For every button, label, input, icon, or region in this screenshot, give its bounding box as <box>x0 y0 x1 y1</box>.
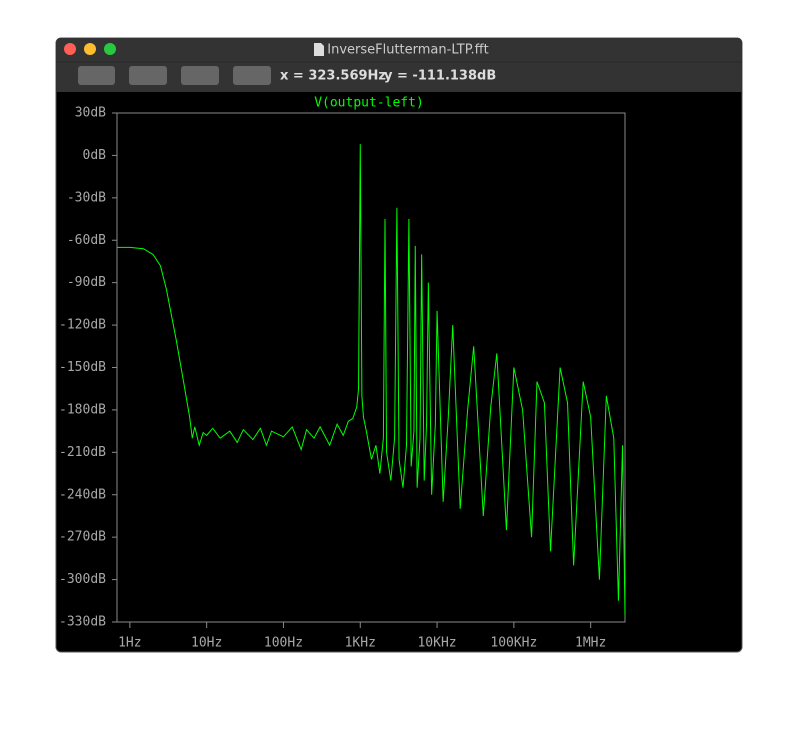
zoom-button[interactable] <box>104 43 116 55</box>
y-tick-label: -90dB <box>67 275 106 290</box>
y-tick-label: -60dB <box>67 233 106 248</box>
autorange-button[interactable] <box>129 66 167 85</box>
y-tick-label: 0dB <box>83 148 107 163</box>
y-tick-label: -120dB <box>59 318 106 333</box>
file-icon <box>314 43 324 56</box>
cursor-x-readout: x = 323.569Hz <box>280 69 386 84</box>
y-tick-label: -150dB <box>59 360 106 375</box>
x-tick-label: 1Hz <box>118 636 141 651</box>
y-tick-label: -330dB <box>59 615 106 630</box>
x-tick-label: 10KHz <box>417 636 456 651</box>
title-toolbar-bg <box>56 38 742 92</box>
x-tick-label: 100Hz <box>264 636 303 651</box>
x-tick-label: 100KHz <box>490 636 537 651</box>
y-tick-label: 30dB <box>75 106 106 121</box>
cursor-y-readout: y = -111.138dB <box>384 69 496 84</box>
trace-title: V(output-left) <box>314 96 424 111</box>
y-tick-label: -210dB <box>59 445 106 460</box>
x-tick-label: 1MHz <box>575 636 606 651</box>
fft-trace <box>117 144 626 615</box>
y-tick-label: -240dB <box>59 487 106 502</box>
x-tick-label: 1KHz <box>345 636 376 651</box>
x-tick-label: 10Hz <box>191 636 222 651</box>
window <box>55 37 743 653</box>
y-tick-label: -270dB <box>59 530 106 545</box>
y-tick-label: -180dB <box>59 402 106 417</box>
y-tick-label: -30dB <box>67 190 106 205</box>
pan-button[interactable] <box>181 66 219 85</box>
probe-button[interactable] <box>233 66 271 85</box>
window-title: InverseFlutterman-LTP.fft <box>327 43 488 58</box>
zoom-tool-button[interactable] <box>78 66 115 85</box>
minimize-button[interactable] <box>84 43 96 55</box>
y-tick-label: -300dB <box>59 572 106 587</box>
close-button[interactable] <box>64 43 76 55</box>
